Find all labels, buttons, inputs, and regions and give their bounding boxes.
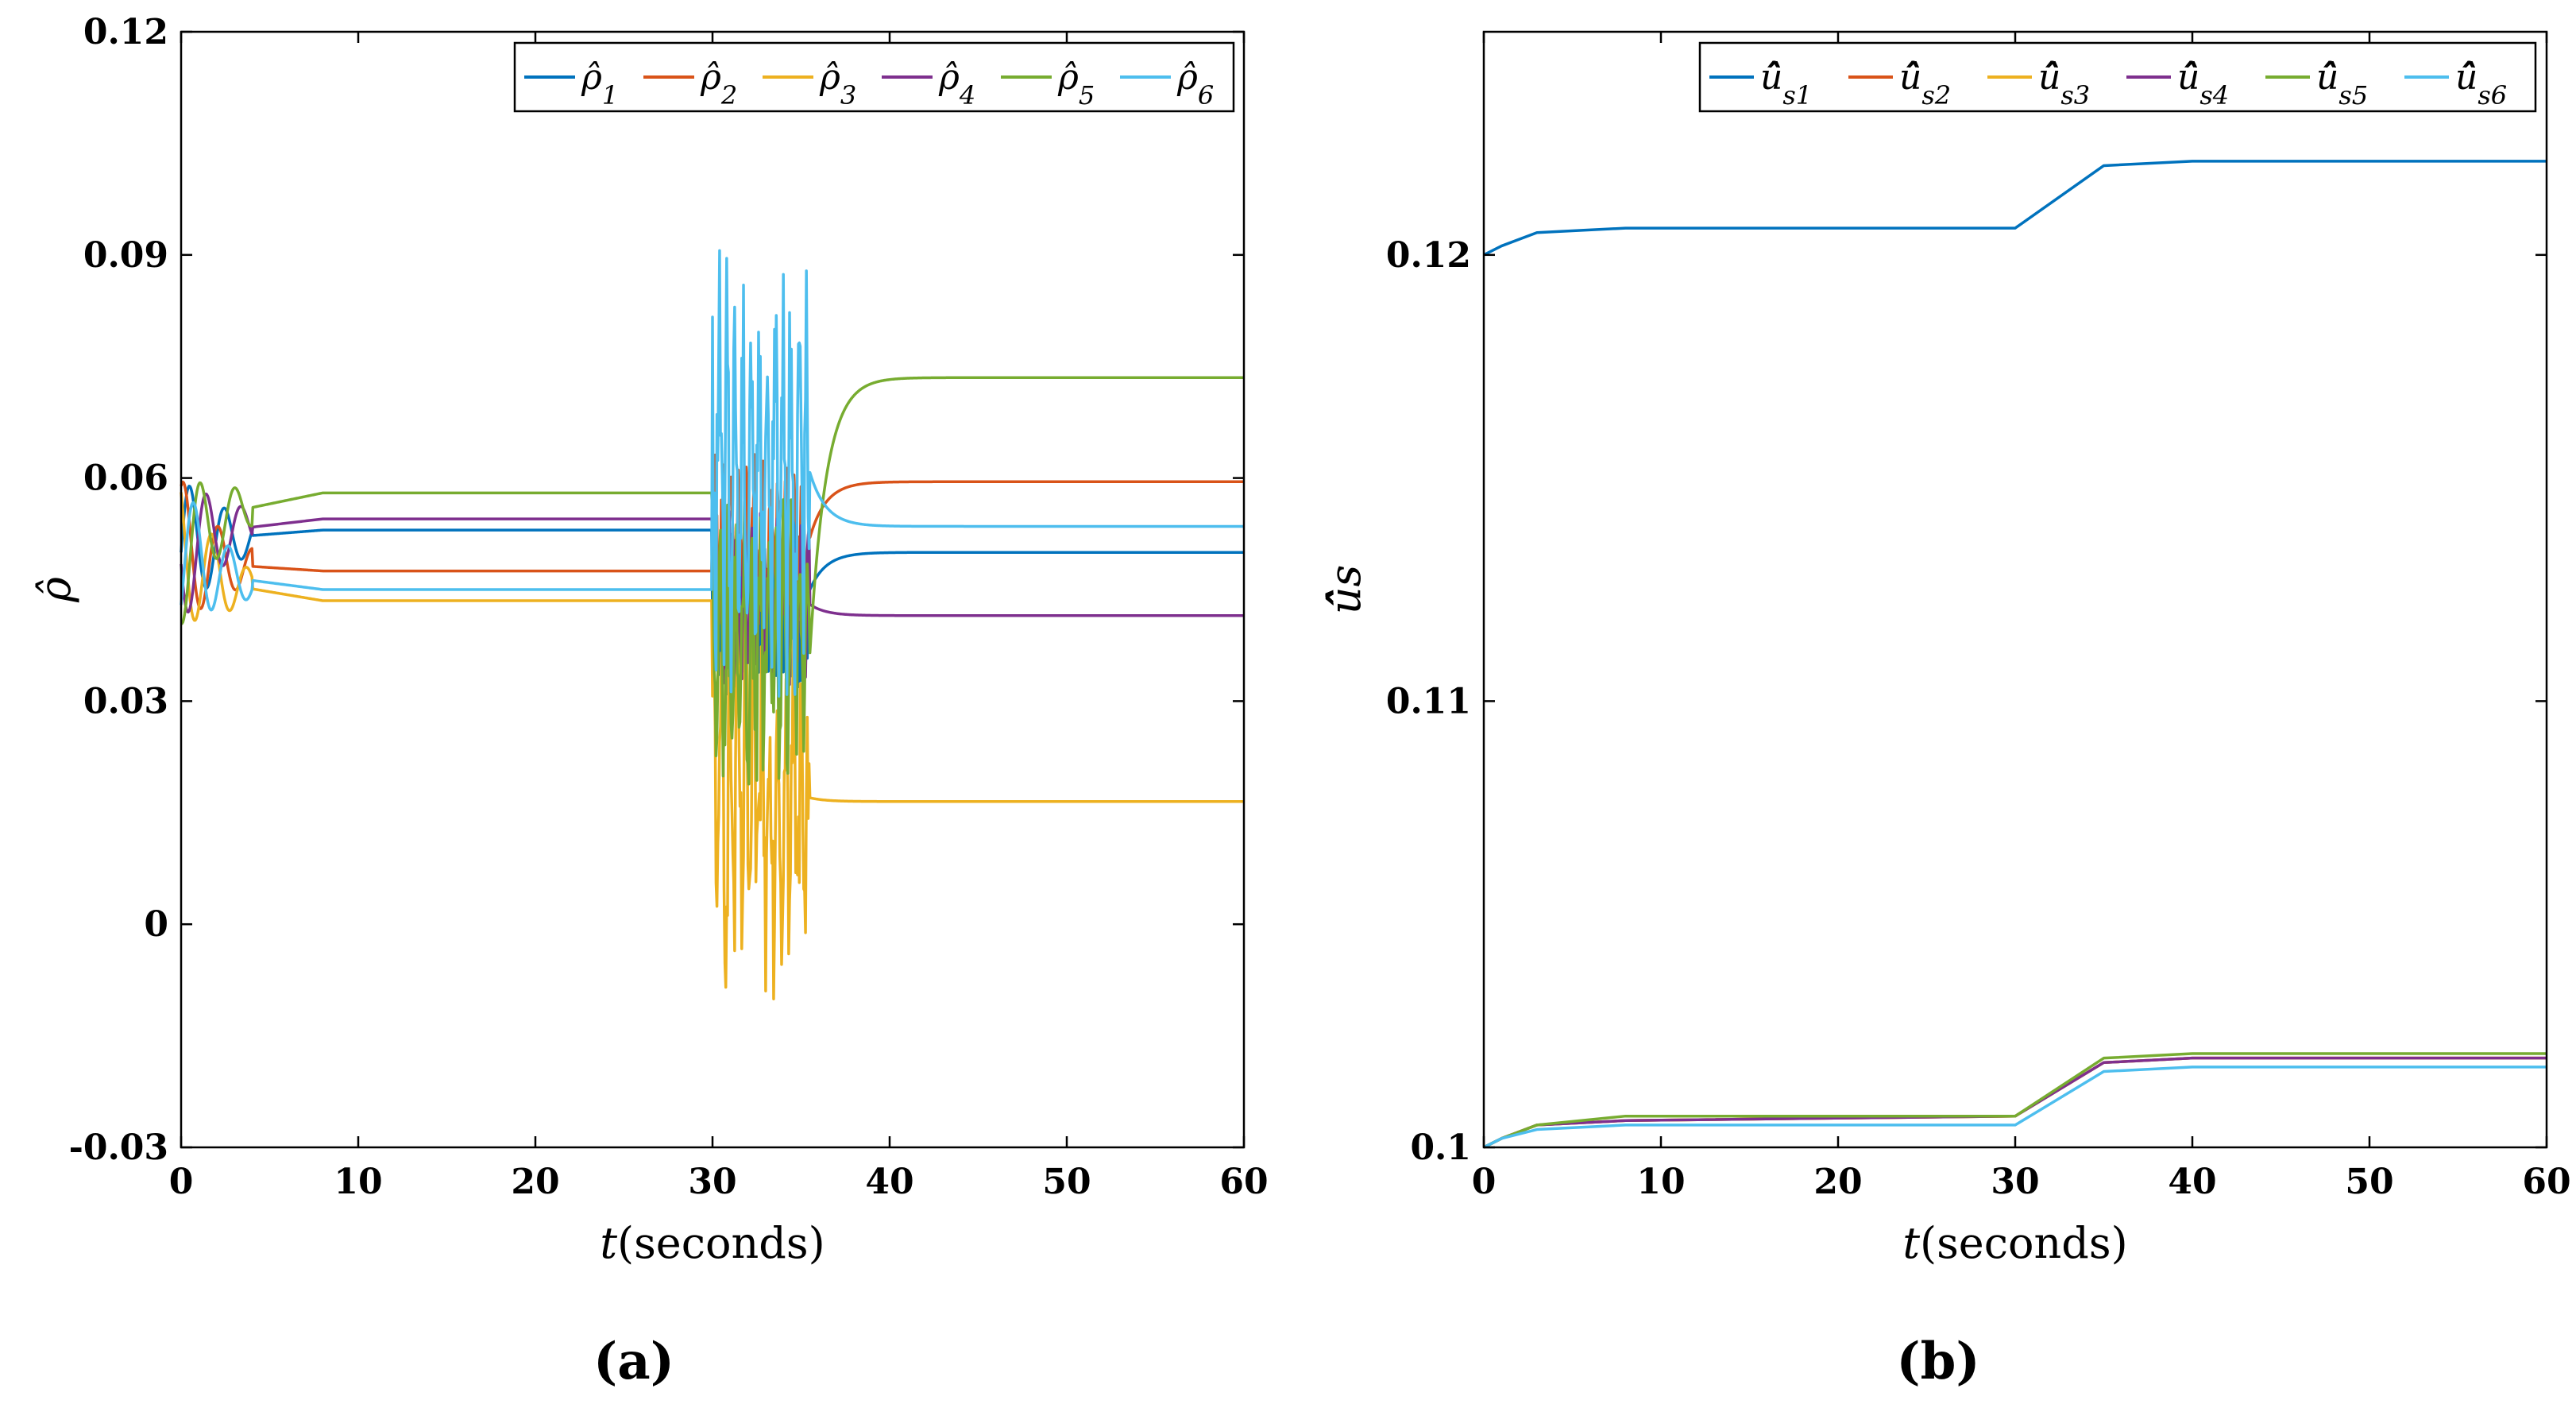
panel-a-y-tick-label: 0.09 bbox=[83, 235, 168, 276]
panel-b-x-tick-label: 0 bbox=[1472, 1162, 1497, 1202]
panel-a-legend-label-4: ρ̂4 bbox=[938, 57, 975, 110]
panel-b-legend-label-5: û̂s5 bbox=[2316, 57, 2368, 110]
panel-b-x-tick-label: 60 bbox=[2522, 1162, 2570, 1202]
panel-a-x-ticks: 0 10 20 30 40 50 60 bbox=[169, 32, 1269, 1202]
panel-a-y-tick-label: 0 bbox=[144, 904, 168, 945]
panel-a-x-axis-var: t bbox=[600, 1218, 617, 1268]
panel-a-y-tick-label: 0.12 bbox=[83, 12, 168, 52]
panel-b-legend-label-4: û̂s4 bbox=[2177, 57, 2229, 110]
panel-b-x-axis-var: t bbox=[1902, 1218, 1920, 1268]
panel-a-x-axis-label: t(seconds) bbox=[600, 1218, 825, 1268]
panel-a-y-tick-label: 0.06 bbox=[83, 458, 168, 499]
panel-b-x-tick-label: 50 bbox=[2345, 1162, 2393, 1202]
panel-a-y-axis-label: ρ̂ bbox=[30, 577, 80, 603]
panel-a-legend-label-3: ρ̂3 bbox=[819, 57, 856, 110]
panel-a-x-tick-label: 10 bbox=[334, 1162, 382, 1202]
panel-b-x-axis-unit: (seconds) bbox=[1920, 1218, 2128, 1268]
panel-b-series-line-1 bbox=[1483, 160, 2547, 257]
panel-a-x-axis-unit: (seconds) bbox=[617, 1218, 825, 1268]
panel-b-plot-area bbox=[1484, 32, 2547, 1147]
panel-b-legend-box bbox=[1698, 41, 2537, 113]
panel-b-series-line-6 bbox=[1483, 1066, 2547, 1149]
panel-b-x-axis-label: t(seconds) bbox=[1902, 1218, 2127, 1268]
panel-a-series-line-6 bbox=[180, 249, 1245, 698]
panel-a-legend-label-6: ρ̂6 bbox=[1176, 57, 1214, 110]
panel-a-legend: ρ̂1 ρ̂2 ρ̂3 ρ̂4 ρ̂5 ρ̂6 bbox=[513, 41, 1235, 113]
panel-b-x-tick-label: 20 bbox=[1813, 1162, 1862, 1202]
panel-a-y-tick-label: 0.03 bbox=[83, 681, 168, 721]
panel-b-y-tick-label: 0.12 bbox=[1386, 235, 1471, 276]
panel-b-series-group bbox=[1483, 160, 2547, 1149]
panel-a-x-tick-label: 40 bbox=[865, 1162, 913, 1202]
panel-b-y-tick-label: 0.1 bbox=[1410, 1127, 1471, 1168]
panel-b-y-axis-label: û̂s bbox=[1320, 565, 1370, 615]
panel-b-y-tick-label: 0.11 bbox=[1386, 681, 1471, 721]
panel-a-y-ticks: -0.03 0 0.03 0.06 0.09 0.12 bbox=[69, 12, 1244, 1168]
panel-b-legend-label-1: û̂s1 bbox=[1760, 57, 1812, 110]
panel-b-x-tick-label: 30 bbox=[1991, 1162, 2039, 1202]
panel-b-legend: û̂s1 û̂s2 û̂s3 û̂s4 û̂s5 û̂s6 bbox=[1698, 41, 2537, 113]
panel-a-legend-label-5: ρ̂5 bbox=[1057, 57, 1095, 110]
panel-b-x-tick-label: 40 bbox=[2168, 1162, 2216, 1202]
panel-b-legend-label-2: û̂s2 bbox=[1899, 57, 1951, 110]
panel-a-legend-label-2: ρ̂2 bbox=[700, 57, 737, 110]
panel-a-series-group bbox=[180, 249, 1245, 1001]
panel-b-label: (b) bbox=[1896, 1332, 1979, 1391]
panel-a-x-tick-label: 60 bbox=[1219, 1162, 1268, 1202]
panel-b-x-tick-label: 10 bbox=[1636, 1162, 1685, 1202]
panel-a-y-tick-label: -0.03 bbox=[69, 1127, 168, 1168]
panel-b-legend-label-3: û̂s3 bbox=[2038, 57, 2090, 110]
panel-b-y-ticks: 0.1 0.11 0.12 bbox=[1386, 235, 2547, 1168]
panel-b-x-ticks: 0 10 20 30 40 50 60 bbox=[1472, 32, 2571, 1202]
panel-a-x-tick-label: 0 bbox=[169, 1162, 194, 1202]
panel-a-label: (a) bbox=[593, 1332, 674, 1391]
panel-b-legend-label-6: û̂s6 bbox=[2455, 57, 2507, 110]
panel-a-series-line-3 bbox=[180, 492, 1245, 1001]
panel-a-x-tick-label: 20 bbox=[511, 1162, 559, 1202]
panel-a-x-tick-label: 50 bbox=[1042, 1162, 1091, 1202]
panel-a-legend-label-1: ρ̂1 bbox=[581, 57, 618, 110]
panel-b-chart: 0 10 20 30 40 50 60 0.1 0.11 0.12 t(seconds) û̂s… bbox=[1320, 30, 2571, 1391]
panel-a-x-tick-label: 30 bbox=[688, 1162, 736, 1202]
panel-a-legend-box bbox=[513, 41, 1235, 113]
